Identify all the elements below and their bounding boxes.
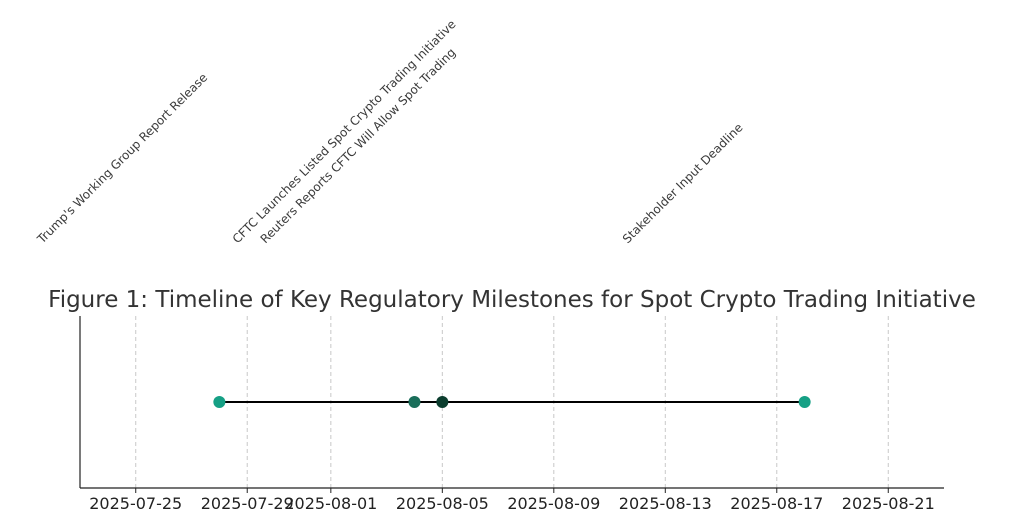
event-point [408,396,421,408]
event-label: Reuters Reports CFTC Will Allow Spot Tra… [258,45,459,246]
x-tick-label: 2025-08-13 [619,494,712,513]
event-point [798,396,811,408]
event-points [213,396,811,408]
x-tick-label: 2025-07-29 [201,494,294,513]
chart-title: Figure 1: Timeline of Key Regulatory Mil… [48,287,976,313]
event-labels: Trump's Working Group Report Release CFTC… [34,17,746,247]
event-point [436,396,449,408]
x-tick-label: 2025-07-25 [89,494,182,513]
x-tick-label: 2025-08-09 [507,494,600,513]
x-tick-label: 2025-08-21 [842,494,935,513]
event-point [213,396,226,408]
event-label: Stakeholder Input Deadline [620,120,746,246]
event-label: Trump's Working Group Report Release [34,70,210,246]
x-tick-label: 2025-08-17 [730,494,823,513]
x-tick-label: 2025-08-05 [396,494,489,513]
event-label: CFTC Launches Listed Spot Crypto Trading… [230,17,459,246]
x-tick-label: 2025-08-01 [284,494,377,513]
